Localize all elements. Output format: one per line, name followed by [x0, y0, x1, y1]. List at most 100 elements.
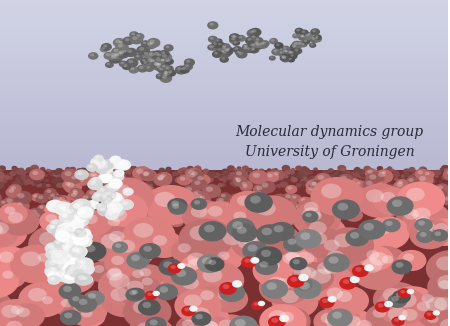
Circle shape: [259, 177, 267, 183]
Circle shape: [58, 237, 74, 248]
Circle shape: [216, 39, 220, 41]
Circle shape: [373, 172, 380, 177]
Circle shape: [250, 171, 258, 177]
Circle shape: [69, 201, 87, 215]
Circle shape: [331, 183, 336, 186]
Circle shape: [104, 178, 108, 181]
Circle shape: [86, 163, 98, 172]
Circle shape: [90, 181, 97, 185]
Circle shape: [55, 174, 64, 180]
Circle shape: [237, 176, 246, 182]
Circle shape: [259, 302, 262, 304]
Circle shape: [138, 182, 143, 185]
Circle shape: [403, 202, 450, 237]
Circle shape: [321, 313, 335, 323]
Circle shape: [61, 299, 72, 307]
Circle shape: [159, 52, 172, 62]
Circle shape: [301, 178, 309, 184]
Circle shape: [56, 204, 61, 208]
Circle shape: [365, 172, 384, 186]
Circle shape: [136, 34, 140, 37]
Circle shape: [116, 49, 130, 59]
Circle shape: [59, 197, 65, 201]
Circle shape: [15, 176, 22, 181]
Circle shape: [241, 242, 271, 263]
Circle shape: [245, 46, 255, 53]
Circle shape: [145, 196, 157, 204]
Circle shape: [94, 155, 104, 162]
Circle shape: [66, 228, 72, 231]
Bar: [0, 0, 448, 3]
Circle shape: [182, 191, 188, 196]
Circle shape: [177, 67, 182, 70]
Circle shape: [221, 50, 224, 52]
Circle shape: [0, 289, 13, 323]
Circle shape: [194, 166, 201, 171]
Circle shape: [55, 240, 61, 244]
Circle shape: [139, 196, 143, 199]
Circle shape: [236, 51, 239, 53]
Bar: [0, 100, 448, 103]
Circle shape: [109, 213, 125, 224]
Circle shape: [328, 286, 369, 315]
Circle shape: [159, 57, 169, 64]
Circle shape: [274, 278, 291, 290]
Circle shape: [296, 41, 306, 48]
Circle shape: [94, 185, 99, 188]
Circle shape: [297, 174, 306, 180]
Circle shape: [222, 47, 233, 54]
Circle shape: [252, 178, 257, 182]
Circle shape: [229, 172, 237, 177]
Circle shape: [324, 205, 338, 216]
Circle shape: [139, 186, 154, 197]
Circle shape: [328, 256, 339, 264]
Circle shape: [311, 181, 316, 185]
Circle shape: [155, 175, 169, 185]
Circle shape: [283, 180, 288, 184]
Circle shape: [105, 209, 110, 213]
Circle shape: [438, 211, 450, 221]
Circle shape: [252, 183, 257, 186]
Circle shape: [10, 245, 63, 284]
Circle shape: [410, 297, 445, 323]
Circle shape: [76, 236, 82, 240]
Circle shape: [348, 176, 355, 181]
Circle shape: [81, 230, 86, 233]
Circle shape: [182, 194, 197, 205]
Circle shape: [5, 173, 9, 176]
Circle shape: [322, 181, 326, 184]
Circle shape: [153, 291, 160, 296]
Circle shape: [352, 252, 405, 290]
Circle shape: [83, 198, 101, 211]
Circle shape: [444, 173, 450, 179]
Circle shape: [258, 169, 265, 173]
Circle shape: [108, 199, 118, 206]
Circle shape: [49, 260, 56, 265]
Circle shape: [422, 294, 434, 303]
Circle shape: [410, 179, 417, 184]
Circle shape: [132, 166, 152, 181]
Circle shape: [300, 262, 353, 301]
Circle shape: [90, 227, 144, 266]
Circle shape: [266, 273, 310, 304]
Circle shape: [115, 244, 122, 248]
Circle shape: [387, 166, 392, 170]
Circle shape: [418, 176, 423, 180]
Circle shape: [20, 170, 27, 175]
Circle shape: [293, 259, 300, 264]
Circle shape: [266, 171, 274, 177]
Circle shape: [252, 172, 260, 178]
Circle shape: [394, 318, 399, 322]
Circle shape: [65, 264, 84, 277]
Circle shape: [140, 194, 147, 199]
Circle shape: [126, 179, 130, 182]
Circle shape: [4, 175, 11, 180]
Circle shape: [31, 210, 37, 215]
Circle shape: [221, 171, 229, 177]
Circle shape: [415, 290, 450, 326]
Circle shape: [251, 214, 269, 227]
Circle shape: [151, 216, 164, 226]
Circle shape: [343, 182, 351, 187]
Circle shape: [308, 175, 316, 181]
Circle shape: [76, 262, 95, 276]
